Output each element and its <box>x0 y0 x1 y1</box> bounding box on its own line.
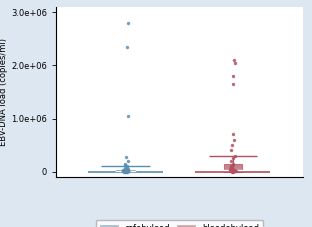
Point <box>121 168 126 172</box>
Point <box>228 167 233 171</box>
Point <box>231 82 236 86</box>
Point <box>125 169 130 173</box>
Point <box>231 133 236 136</box>
Point <box>124 164 129 168</box>
Point <box>229 169 234 173</box>
Point <box>122 163 127 167</box>
Point <box>123 167 128 171</box>
Point <box>230 170 235 173</box>
Point <box>228 168 233 172</box>
Point <box>121 170 126 174</box>
Point <box>126 114 131 118</box>
Point <box>121 169 126 173</box>
Point <box>230 169 235 172</box>
Point <box>122 166 127 170</box>
Point <box>231 138 236 142</box>
Point <box>125 21 130 25</box>
Point <box>230 74 235 78</box>
Point <box>228 159 233 163</box>
Point <box>122 170 127 173</box>
Point <box>123 169 128 173</box>
Point <box>124 169 129 173</box>
Point <box>233 169 238 173</box>
Point <box>231 58 236 62</box>
Point <box>230 170 235 174</box>
Point <box>231 157 236 160</box>
Point <box>124 170 129 174</box>
Point <box>121 168 126 172</box>
Point <box>121 170 126 173</box>
Point <box>121 169 126 173</box>
Point <box>124 170 129 173</box>
Point <box>230 169 235 173</box>
Point <box>126 169 131 173</box>
Point <box>124 169 129 173</box>
Point <box>232 168 237 172</box>
Point <box>125 45 130 49</box>
Point <box>231 168 236 171</box>
Point <box>229 166 234 169</box>
Point <box>231 163 236 167</box>
Point <box>126 169 131 173</box>
Point <box>233 61 238 64</box>
Point <box>121 169 126 173</box>
Point <box>122 162 127 165</box>
Point <box>125 167 130 170</box>
Point <box>121 169 126 172</box>
Point <box>230 170 235 174</box>
Point <box>230 162 235 165</box>
Y-axis label: EBV-DNA load (copies/ml): EBV-DNA load (copies/ml) <box>0 38 8 146</box>
Point <box>122 168 127 172</box>
Point <box>228 168 233 172</box>
Point <box>125 170 130 173</box>
Point <box>230 169 235 172</box>
Point <box>125 170 130 173</box>
Point <box>125 169 130 172</box>
Point <box>229 167 234 170</box>
Bar <box>116 170 135 172</box>
Point <box>230 169 235 173</box>
Point <box>121 170 126 173</box>
Point <box>233 170 238 173</box>
Point <box>232 154 237 158</box>
Point <box>124 155 129 159</box>
Point <box>126 159 131 163</box>
Point <box>228 165 233 168</box>
Legend: csfebvload, bloodebvload: csfebvload, bloodebvload <box>95 220 263 227</box>
Point <box>230 169 235 173</box>
Point <box>122 169 127 173</box>
Bar <box>224 164 242 172</box>
Point <box>124 165 129 169</box>
Point <box>228 149 233 152</box>
Point <box>124 168 129 171</box>
Point <box>124 169 129 173</box>
Point <box>125 169 130 173</box>
Point <box>229 143 234 147</box>
